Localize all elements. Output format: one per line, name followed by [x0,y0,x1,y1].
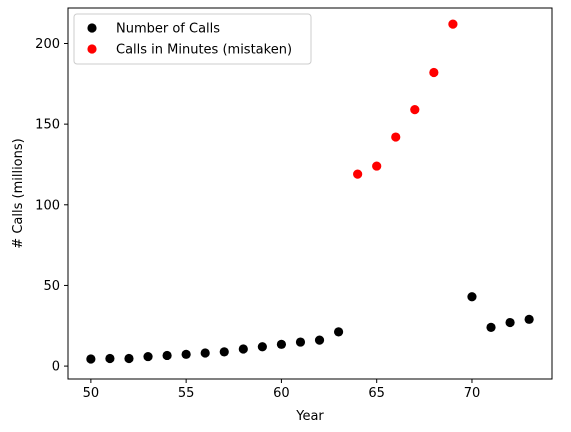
y-tick-label: 100 [35,198,60,213]
point-calls-in-minutes [429,67,439,78]
point-number-of-calls [276,339,287,349]
x-tick-label: 60 [273,386,290,401]
y-tick-label: 200 [35,37,60,52]
point-number-of-calls [143,351,153,362]
legend-box [73,13,312,65]
point-number-of-calls [505,317,515,328]
legend-marker [87,44,97,54]
point-number-of-calls [124,353,134,364]
y-axis-ticks: 0 50 100 150 200 [35,37,68,375]
x-tick-label: 65 [368,386,385,401]
legend-label: Calls in Minutes (mistaken) [116,43,292,58]
point-number-of-calls [162,350,172,361]
point-number-of-calls [238,344,248,354]
axes-frame [67,7,553,380]
point-number-of-calls [524,314,534,324]
point-number-of-calls [257,342,267,352]
x-tick-label: 50 [83,386,100,401]
point-number-of-calls [200,348,210,358]
y-tick-label: 150 [35,118,60,133]
plot-area [67,7,553,380]
point-number-of-calls [86,354,96,364]
point-number-of-calls [467,292,477,302]
data-points [86,19,534,364]
point-number-of-calls [105,353,115,364]
legend-marker [87,23,97,33]
point-calls-in-minutes [391,132,401,142]
x-tick-label: 70 [464,386,481,401]
legend-label: Number of Calls [116,22,220,37]
x-axis-label: Year [295,409,324,424]
point-number-of-calls [314,335,325,345]
y-tick-label: 0 [52,360,60,375]
point-number-of-calls [181,349,191,359]
point-calls-in-minutes [410,105,420,115]
point-number-of-calls [295,337,306,347]
point-calls-in-minutes [448,19,458,29]
x-tick-label: 55 [178,386,195,401]
point-number-of-calls [219,347,229,357]
x-axis-ticks: 50 55 60 65 70 [83,379,481,401]
point-number-of-calls [486,322,496,332]
point-number-of-calls [333,327,344,337]
legend: Number of Calls Calls in Minutes (mistake… [73,13,312,65]
point-calls-in-minutes [353,169,363,179]
y-tick-label: 50 [43,279,60,294]
y-axis-label: # Calls (millions) [11,138,26,248]
point-calls-in-minutes [372,161,382,171]
